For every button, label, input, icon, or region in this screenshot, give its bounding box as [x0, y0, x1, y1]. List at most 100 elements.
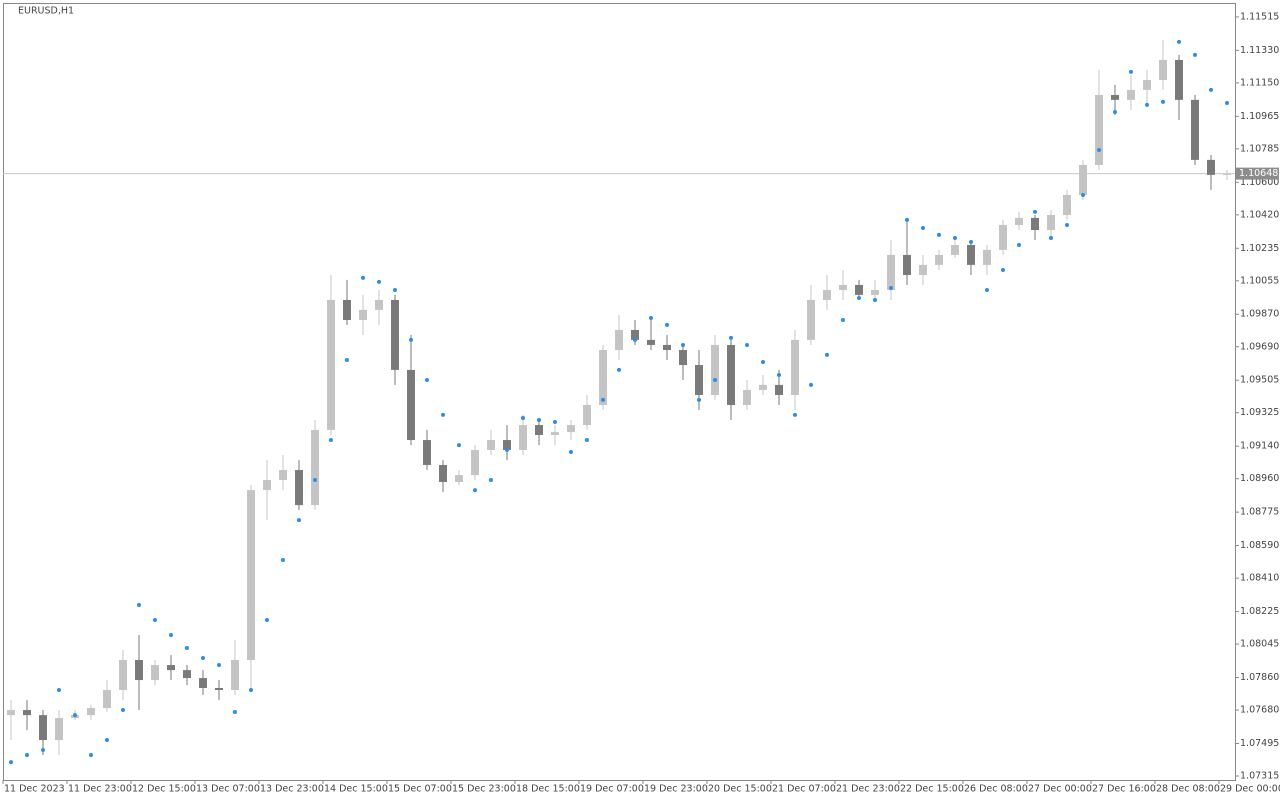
x-tick-label: 21 Dec 07:00	[772, 784, 836, 795]
sar-dot	[505, 447, 509, 452]
candle-body	[775, 384, 783, 396]
sar-dot	[793, 412, 797, 417]
sar-dot	[377, 279, 381, 284]
candle-body	[999, 224, 1007, 250]
x-tick-label: 11 Dec 2023	[4, 784, 65, 795]
sar-dot	[681, 342, 685, 347]
sar-dot	[489, 477, 493, 482]
sar-dot	[137, 603, 141, 608]
candle-body	[39, 715, 47, 741]
sar-dot	[633, 337, 637, 342]
sar-dot	[873, 297, 877, 302]
candle-body	[103, 689, 111, 709]
sar-dot	[1065, 222, 1069, 227]
candle-body	[1175, 59, 1183, 100]
sar-dot	[265, 618, 269, 623]
candle-body	[183, 670, 191, 679]
candle-body	[487, 440, 495, 450]
sar-dot	[1129, 69, 1133, 74]
x-tick-label: 22 Dec 15:00	[900, 784, 964, 795]
candle-body	[935, 254, 943, 265]
y-tick-label: 1.09505	[1240, 375, 1279, 386]
candle-body	[887, 254, 895, 291]
candle-body	[471, 449, 479, 476]
candle-body	[247, 490, 255, 660]
x-tick-label: 28 Dec 08:00	[1156, 784, 1220, 795]
x-tick-label: 29 Dec 00:00	[1220, 784, 1280, 795]
candle-body	[1143, 79, 1151, 90]
sar-dot	[905, 217, 909, 222]
candle-body	[1047, 215, 1055, 231]
candle-body	[807, 299, 815, 340]
sar-dot	[521, 415, 525, 420]
candle-body	[151, 665, 159, 681]
sar-dot	[1161, 99, 1165, 104]
sar-dot	[777, 372, 781, 377]
candle-body	[967, 245, 975, 265]
candle-body	[711, 344, 719, 396]
candle-body	[87, 708, 95, 716]
y-tick-label: 1.10420	[1240, 209, 1279, 220]
candle-body	[631, 329, 639, 340]
sar-dot	[297, 518, 301, 523]
x-tick-label: 12 Dec 15:00	[132, 784, 196, 795]
sar-dot	[617, 367, 621, 372]
y-tick-label: 1.09140	[1240, 441, 1279, 452]
candle-body	[375, 299, 383, 310]
sar-dot	[825, 352, 829, 357]
x-tick-label: 13 Dec 23:00	[260, 784, 324, 795]
y-tick-label: 1.07680	[1240, 705, 1279, 716]
sar-dot	[1001, 267, 1005, 272]
sar-dot	[649, 316, 653, 321]
sar-dot	[89, 753, 93, 758]
sar-dot	[1081, 192, 1085, 197]
sar-dot	[585, 438, 589, 443]
candle-body	[359, 309, 367, 321]
current-price-label: 1.10648	[1239, 168, 1278, 179]
y-tick-label: 1.10235	[1240, 243, 1279, 254]
current-price-box	[1236, 167, 1279, 180]
y-tick-label: 1.11330	[1240, 45, 1279, 56]
candle-body	[535, 425, 543, 435]
candle-body	[983, 249, 991, 265]
sar-dot	[697, 397, 701, 402]
candle-body	[503, 440, 511, 450]
candle-body	[279, 470, 287, 480]
sar-dot	[281, 558, 285, 563]
sar-dot	[1225, 100, 1229, 105]
sar-dot	[441, 412, 445, 417]
candle-body	[791, 339, 799, 396]
candle-body	[679, 350, 687, 366]
candle-body	[647, 339, 655, 345]
sar-dot	[537, 417, 541, 422]
sar-dot	[937, 232, 941, 237]
sar-dot	[105, 738, 109, 743]
candle-body	[199, 678, 207, 689]
candle-body	[951, 245, 959, 255]
sar-dot	[233, 710, 237, 715]
sar-dot	[1209, 87, 1213, 92]
candle-body	[839, 284, 847, 291]
y-tick-label: 1.08410	[1240, 573, 1279, 584]
sar-dot	[969, 239, 973, 244]
candle-body	[167, 665, 175, 671]
sar-dot	[1145, 102, 1149, 107]
candle-body	[1079, 164, 1087, 195]
candle-body	[455, 475, 463, 482]
candle-body	[327, 299, 335, 430]
candle-body	[391, 299, 399, 370]
sar-dot	[473, 488, 477, 493]
plot-frame	[3, 3, 1236, 781]
sar-dot	[41, 747, 45, 752]
candle-body	[663, 344, 671, 351]
sar-dot	[889, 286, 893, 291]
y-tick-label: 1.11515	[1240, 11, 1279, 22]
sar-dot	[857, 295, 861, 300]
sar-dot	[921, 226, 925, 231]
y-tick-label: 1.09870	[1240, 309, 1279, 320]
y-tick-label: 1.10055	[1240, 275, 1279, 286]
sar-dot	[665, 322, 669, 327]
candle-body	[871, 290, 879, 295]
